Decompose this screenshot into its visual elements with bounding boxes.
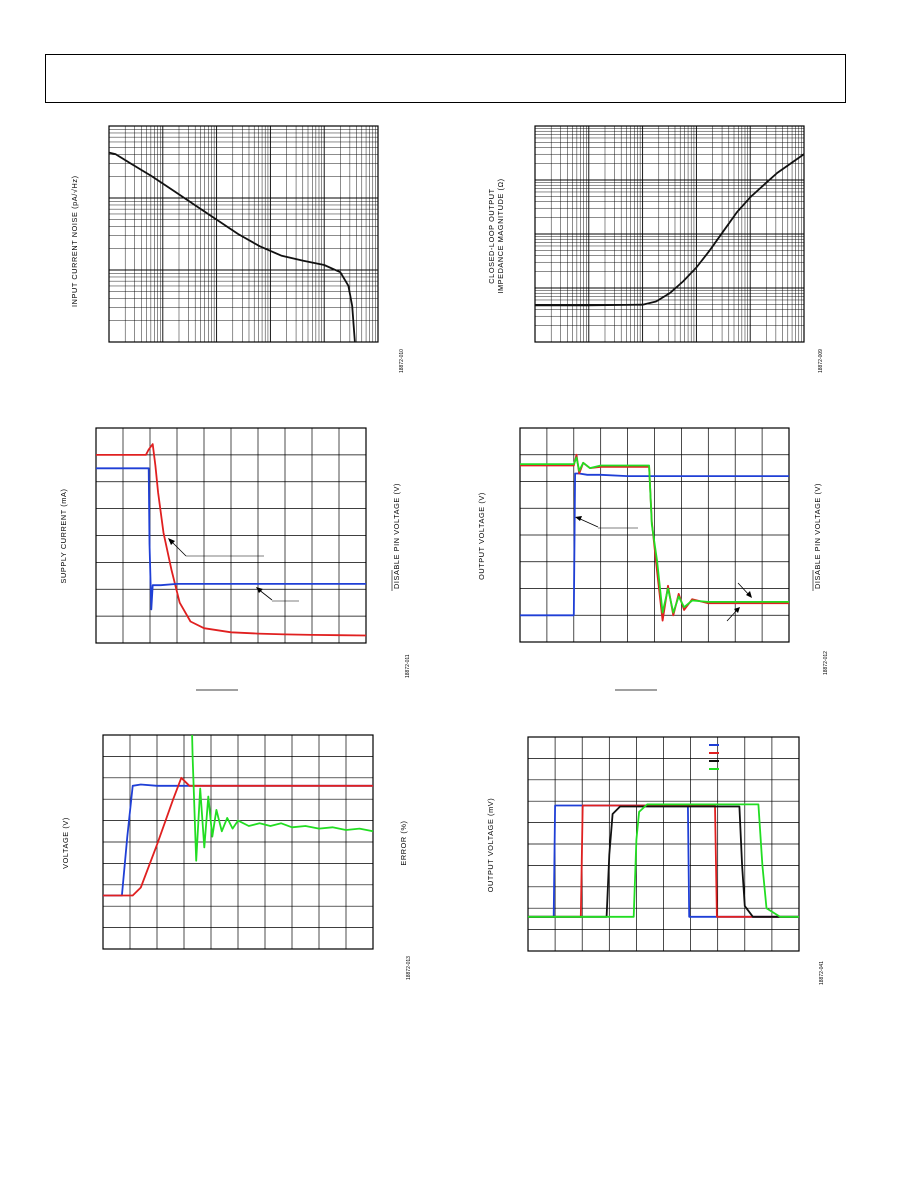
y-axis-label-2: IMPEDANCE MAGNITUDE (Ω) xyxy=(496,178,505,293)
series-line-blue xyxy=(520,472,789,617)
annotation-arrowhead xyxy=(256,587,263,593)
chart-closed-loop-output-impedance: CLOSED-LOOP OUTPUT IMPEDANCE MAGNITUDE (… xyxy=(487,125,824,373)
series-line-black xyxy=(528,805,799,918)
chart-supply-current-disable: SUPPLY CURRENT (mA) DISABLE PIN VOLTAGE … xyxy=(59,427,411,691)
y-axis-label: SUPPLY CURRENT (mA) xyxy=(59,489,68,584)
chart-input-current-noise: INPUT CURRENT NOISE (pA/√Hz) 18872-010 xyxy=(70,125,405,373)
annotation-arrowhead xyxy=(168,538,175,545)
figure-code: 18872-041 xyxy=(819,961,825,985)
annotation-leader xyxy=(577,517,599,528)
y-axis-label: OUTPUT VOLTAGE (V) xyxy=(477,492,486,580)
annotation-arrowhead xyxy=(734,607,740,613)
series-line-green xyxy=(191,734,374,862)
figure-code: 18872-011 xyxy=(405,654,411,678)
series-line-blue xyxy=(96,467,366,611)
y2-axis-label: DISABLE PIN VOLTAGE (V) xyxy=(392,483,401,589)
figure-code: 18872-009 xyxy=(818,349,824,373)
y-axis-label: VOLTAGE (V) xyxy=(61,817,70,869)
series-line-red xyxy=(528,804,799,918)
series-line-red xyxy=(96,443,367,637)
chart-output-voltage-mv-pulses: OUTPUT VOLTAGE (mV) 18872-041 xyxy=(486,736,825,985)
chart-voltage-error-settling: VOLTAGE (V) ERROR (%) 18872-013 xyxy=(61,734,412,980)
header-box xyxy=(45,54,846,103)
y-axis-label: CLOSED-LOOP OUTPUT xyxy=(487,188,496,283)
series-line-green xyxy=(520,456,789,614)
annotation-arrowhead xyxy=(575,516,582,521)
y2-axis-label: DISABLE PIN VOLTAGE (V) xyxy=(813,483,822,589)
y-axis-label: INPUT CURRENT NOISE (pA/√Hz) xyxy=(70,175,79,307)
series-line-black xyxy=(108,151,356,343)
figure-code: 18872-013 xyxy=(406,956,412,980)
figure-code: 18872-010 xyxy=(399,349,405,373)
series-line-green xyxy=(528,803,799,918)
series-line-red xyxy=(103,776,373,897)
series-line-black xyxy=(535,153,805,307)
annotation-arrowhead xyxy=(746,591,752,598)
figure-code: 18872-012 xyxy=(823,651,829,675)
plot-frame xyxy=(108,125,379,343)
y-axis-label: OUTPUT VOLTAGE (mV) xyxy=(486,798,495,893)
chart-output-voltage-disable: OUTPUT VOLTAGE (V) DISABLE PIN VOLTAGE (… xyxy=(477,427,829,691)
y2-axis-label: ERROR (%) xyxy=(399,820,408,865)
